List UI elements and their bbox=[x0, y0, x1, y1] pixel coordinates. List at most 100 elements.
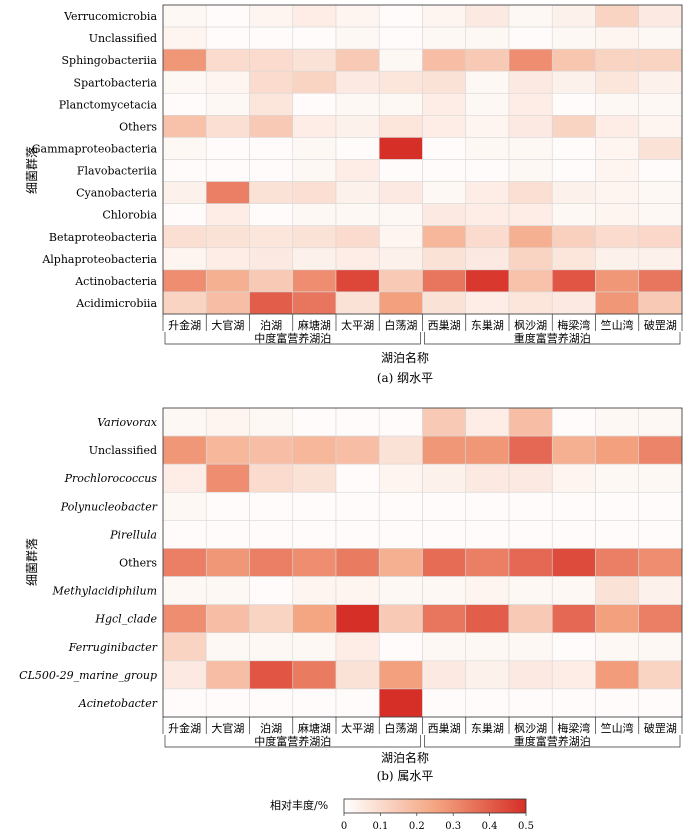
heatmap-cell bbox=[465, 225, 510, 249]
x-tick-label: 麻塘湖 bbox=[298, 721, 331, 735]
heatmap-cell bbox=[378, 4, 423, 28]
heatmap-cell bbox=[595, 435, 640, 465]
heatmap-cell bbox=[595, 632, 640, 662]
heatmap-cell bbox=[551, 159, 596, 182]
heatmap-cell bbox=[249, 491, 294, 521]
heatmap-cell bbox=[422, 435, 467, 465]
heatmap-cell bbox=[162, 407, 207, 437]
heatmap-cell bbox=[162, 660, 207, 690]
heatmap-cell bbox=[508, 181, 553, 204]
heatmap-cell bbox=[422, 632, 467, 662]
heatmap-cell bbox=[595, 520, 640, 549]
heatmap-genus-level: Variovorax Unclassified Prochlorococcus Pol… bbox=[19, 407, 683, 783]
x-tick-label: 大官湖 bbox=[211, 318, 244, 332]
heatmap-cell bbox=[378, 688, 423, 718]
heatmap-cell bbox=[422, 115, 467, 138]
heatmap-cell bbox=[249, 548, 294, 577]
heatmap-class-level: Verrucomicrobia Unclassified Sphingobacter… bbox=[25, 4, 683, 385]
heatmap-cell bbox=[335, 70, 380, 94]
heatmap-cell bbox=[465, 548, 510, 577]
heatmap-cell bbox=[162, 159, 207, 182]
heatmap-cell bbox=[422, 269, 467, 293]
heatmap-cell bbox=[378, 48, 423, 72]
subplot-caption: (b) 属水平 bbox=[377, 769, 434, 783]
y-tick-label: Polynucleobacter bbox=[60, 500, 158, 513]
heatmap-cell bbox=[465, 435, 510, 465]
heatmap-cell bbox=[249, 92, 294, 116]
x-tick-label: 竺山湾 bbox=[601, 721, 634, 735]
y-tick-label: Prochlorococcus bbox=[64, 472, 158, 485]
heatmap-cell bbox=[292, 407, 337, 437]
heatmap-cell bbox=[595, 688, 640, 718]
x-tick-label: 泊湖 bbox=[260, 319, 282, 332]
heatmap-cell bbox=[378, 520, 423, 549]
heatmap-cell bbox=[292, 548, 337, 577]
heatmap-cell bbox=[638, 604, 683, 634]
colorbar: 相对丰度/% 0 0.1 0.2 0.3 0.4 0.5 bbox=[270, 798, 534, 832]
heatmap-cell bbox=[162, 70, 207, 94]
y-tick-label: Betaproteobacteria bbox=[49, 231, 158, 244]
y-tick-label: Actinobacteria bbox=[74, 275, 157, 288]
heatmap-cell bbox=[378, 115, 423, 138]
heatmap-cell bbox=[249, 291, 294, 315]
heatmap-cell bbox=[595, 576, 640, 605]
y-tick-label: Variovorax bbox=[97, 416, 158, 429]
heatmap-cell bbox=[292, 48, 337, 72]
heatmap-cell bbox=[205, 632, 250, 662]
group-bracket bbox=[424, 735, 681, 748]
heatmap-cell bbox=[378, 435, 423, 465]
heatmap-cell bbox=[378, 660, 423, 690]
y-tick-label: Flavobacteriia bbox=[77, 165, 158, 178]
heatmap-cell bbox=[422, 548, 467, 577]
heatmap-cell bbox=[162, 92, 207, 116]
heatmap-cell bbox=[422, 181, 467, 204]
heatmap-cell bbox=[638, 491, 683, 521]
y-tick-label: Acidimicrobiia bbox=[75, 297, 157, 310]
group-bracket bbox=[424, 332, 681, 345]
heatmap-cell bbox=[249, 660, 294, 690]
heatmap-cell bbox=[595, 92, 640, 116]
heatmap-cell bbox=[249, 576, 294, 605]
heatmap-cell bbox=[508, 576, 553, 605]
heatmap-cell bbox=[595, 463, 640, 493]
group-bracket bbox=[164, 735, 421, 748]
heatmap-cell bbox=[335, 548, 380, 577]
heatmap-cell bbox=[162, 576, 207, 605]
heatmap-cell bbox=[422, 26, 467, 50]
heatmap-cell bbox=[465, 491, 510, 521]
heatmap-cell bbox=[162, 632, 207, 662]
heatmap-cell bbox=[378, 632, 423, 662]
heatmap-cell bbox=[465, 660, 510, 690]
y-tick-label: Unclassified bbox=[89, 32, 157, 45]
heatmap-cell bbox=[551, 435, 596, 465]
heatmap-cell bbox=[205, 463, 250, 493]
y-tick-label: Spartobacteria bbox=[74, 76, 158, 89]
heatmap-cell bbox=[292, 491, 337, 521]
group-label: 中度富营养湖泊 bbox=[254, 331, 331, 345]
heatmap-cell bbox=[465, 632, 510, 662]
x-tick-label: 升金湖 bbox=[168, 721, 201, 735]
heatmap-cell bbox=[465, 92, 510, 116]
heatmap-cell bbox=[638, 632, 683, 662]
heatmap-cell bbox=[249, 435, 294, 465]
heatmap-cell bbox=[162, 225, 207, 249]
heatmap-cell bbox=[638, 92, 683, 116]
heatmap-cell bbox=[378, 269, 423, 293]
group-bracket bbox=[164, 332, 421, 345]
heatmap-cell bbox=[378, 491, 423, 521]
heatmap-cell bbox=[638, 70, 683, 94]
heatmap-cell bbox=[638, 269, 683, 293]
heatmap-cell bbox=[465, 4, 510, 28]
heatmap-cell bbox=[508, 92, 553, 116]
heatmap-cell bbox=[508, 225, 553, 249]
heatmap-cell bbox=[508, 137, 553, 160]
x-tick-label: 破罡湖 bbox=[644, 318, 677, 332]
heatmap-cell bbox=[595, 159, 640, 182]
heatmap-cell bbox=[292, 70, 337, 94]
heatmap-cell bbox=[162, 291, 207, 315]
heatmap-cell bbox=[638, 660, 683, 690]
heatmap-cell bbox=[551, 604, 596, 634]
heatmap-cell bbox=[249, 137, 294, 160]
heatmap-cell bbox=[378, 137, 423, 160]
x-tick-label: 梅梁湾 bbox=[557, 318, 590, 332]
